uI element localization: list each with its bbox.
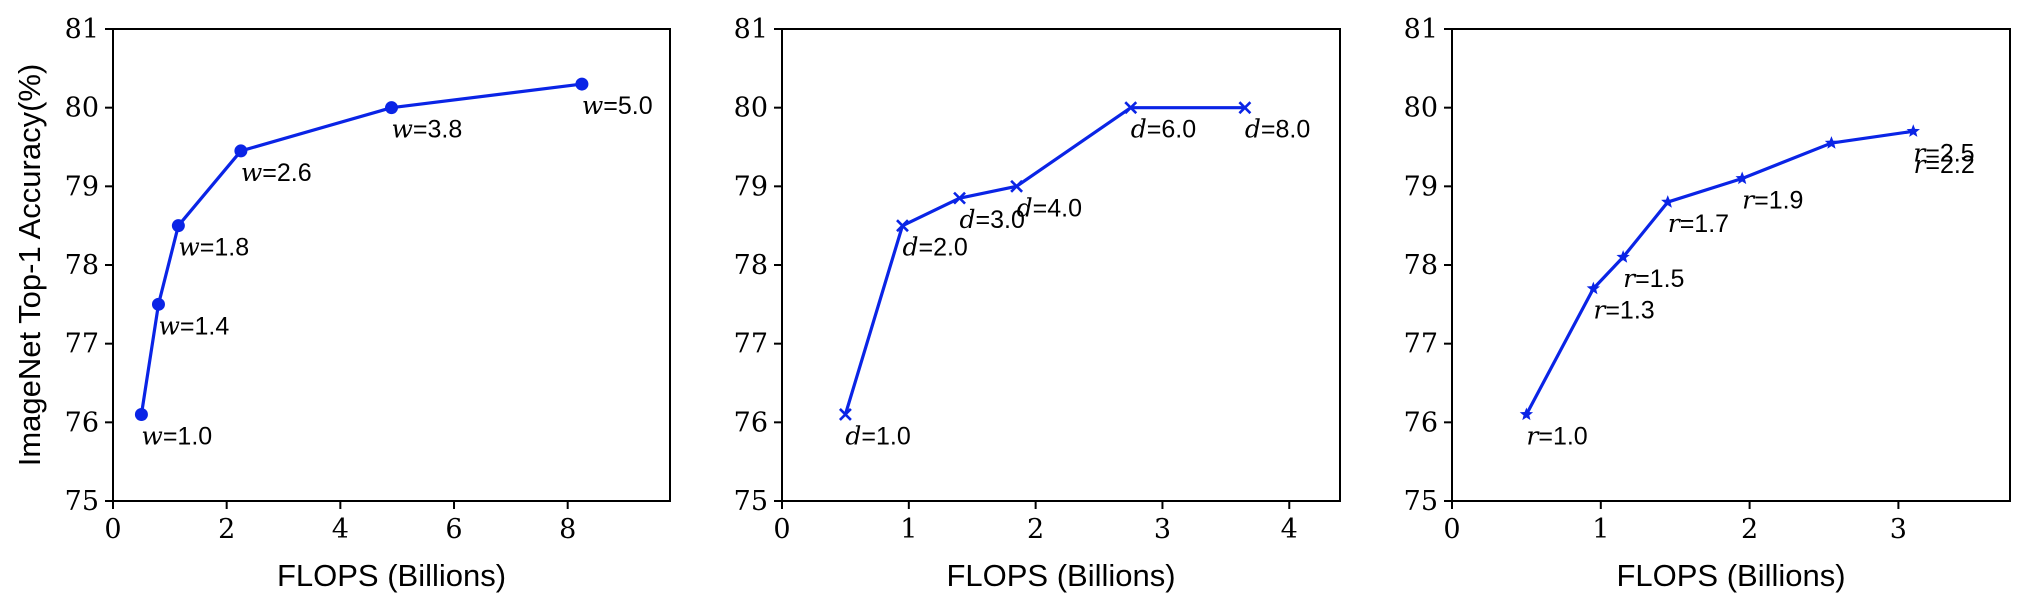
data-point-marker: [1238, 101, 1252, 115]
x-tick-label: 4: [1281, 514, 1298, 545]
data-point-marker: [171, 219, 185, 233]
data-point-marker: [1661, 195, 1675, 208]
data-point-label: d=3.0: [960, 205, 1025, 234]
y-tick-label: 81: [1404, 14, 1438, 45]
x-tick-label: 8: [559, 514, 576, 545]
data-point-marker: [134, 407, 148, 421]
x-tick-label: 0: [1443, 514, 1460, 545]
chart-panel-2: 0 1 2 3 4 75 76 77 78 79 80 81 FLOPS (Billions) d=1.0…: [734, 14, 1341, 593]
data-point-label: w=1.0: [141, 421, 212, 450]
data-point-marker: [838, 408, 852, 421]
x-tick-label: 3: [1154, 514, 1171, 545]
y-tick-label: 76: [1404, 407, 1438, 438]
y-tick-label: 76: [65, 407, 99, 438]
y-tick-label: 79: [65, 171, 99, 202]
data-point-label: d=8.0: [1245, 115, 1310, 144]
data-point-label: w=5.0: [582, 91, 653, 120]
y-tick-label: 77: [1404, 329, 1438, 360]
data-point-label: r=1.7: [1668, 209, 1729, 238]
data-point-label: r=1.3: [1593, 296, 1654, 325]
y-tick-label: 81: [734, 14, 768, 45]
data-point-marker: [1735, 171, 1749, 185]
y-tick-label: 80: [65, 93, 99, 124]
y-tick-label: 79: [1404, 171, 1438, 202]
data-point-marker: [151, 297, 165, 311]
data-point-marker: [953, 191, 966, 205]
data-point-marker: [1616, 250, 1630, 263]
y-tick-label: 77: [734, 329, 768, 360]
data-point-marker: [234, 144, 248, 158]
x-tick-label: 1: [1592, 514, 1609, 545]
data-point-marker: [1906, 124, 1920, 137]
y-tick-label: 75: [1404, 486, 1438, 517]
data-point-label: w=1.4: [158, 311, 229, 340]
y-tick-label: 76: [734, 407, 768, 438]
x-axis-label: FLOPS (Billions): [946, 558, 1175, 593]
x-tick-label: 2: [1741, 514, 1758, 545]
y-tick-label: 75: [734, 486, 768, 517]
x-tick-label: 1: [900, 514, 917, 545]
x-tick-label: 0: [773, 514, 790, 545]
data-point-label: w=2.6: [241, 158, 312, 187]
x-tick-label: 0: [104, 514, 121, 545]
y-tick-label: 75: [65, 486, 99, 517]
data-point-marker: [575, 77, 589, 91]
data-point-label: d=4.0: [1017, 193, 1082, 222]
data-point-label: w=1.8: [178, 233, 249, 262]
data-point-marker: [385, 101, 398, 115]
series-line: [139, 82, 584, 417]
data-point-marker: [1824, 136, 1839, 149]
x-tick-label: 3: [1890, 514, 1907, 545]
data-point-label: r=1.5: [1623, 264, 1684, 293]
data-point-label: w=3.8: [392, 115, 463, 144]
y-axis-label: ImageNet Top-1 Accuracy(%): [12, 64, 47, 467]
x-tick-label: 6: [445, 514, 462, 545]
data-point-label: d=1.0: [845, 421, 910, 450]
data-point-marker: [1010, 179, 1024, 193]
y-tick-label: 79: [734, 171, 768, 202]
data-point-marker: [1519, 407, 1534, 421]
data-point-marker: [1586, 281, 1601, 295]
data-point-label: r=2.5: [1913, 138, 1974, 167]
data-point-label: r=2.2: [1913, 150, 1974, 179]
chart-panel-1: 0 2 4 6 8 75 76 77 78 79 80 81 FLOPS (Billions) Image…: [12, 14, 671, 593]
x-tick-label: 4: [332, 514, 349, 545]
data-point-label: d=2.0: [902, 233, 967, 262]
y-tick-label: 78: [1404, 250, 1438, 281]
data-point-marker: [896, 219, 909, 233]
x-axis-label: FLOPS (Billions): [1616, 558, 1845, 593]
y-tick-label: 80: [734, 93, 768, 124]
x-tick-label: 2: [218, 514, 235, 545]
x-tick-label: 2: [1027, 514, 1044, 545]
chart-panel-3: 0 1 2 3 75 76 77 78 79 80 81 FLOPS (Billions) r=1.0 r…: [1404, 14, 2011, 593]
series-line: [1524, 129, 1915, 417]
x-axis-label: FLOPS (Billions): [277, 558, 506, 593]
data-point-label: d=6.0: [1131, 115, 1196, 144]
y-tick-label: 81: [65, 14, 99, 45]
y-tick-label: 77: [65, 329, 99, 360]
y-tick-label: 80: [1404, 93, 1438, 124]
y-tick-label: 78: [734, 250, 768, 281]
y-tick-label: 78: [65, 250, 99, 281]
series-line: [843, 106, 1247, 417]
data-point-label: r=1.9: [1742, 185, 1803, 214]
data-point-marker: [1124, 101, 1138, 115]
data-point-label: r=1.0: [1526, 421, 1587, 450]
